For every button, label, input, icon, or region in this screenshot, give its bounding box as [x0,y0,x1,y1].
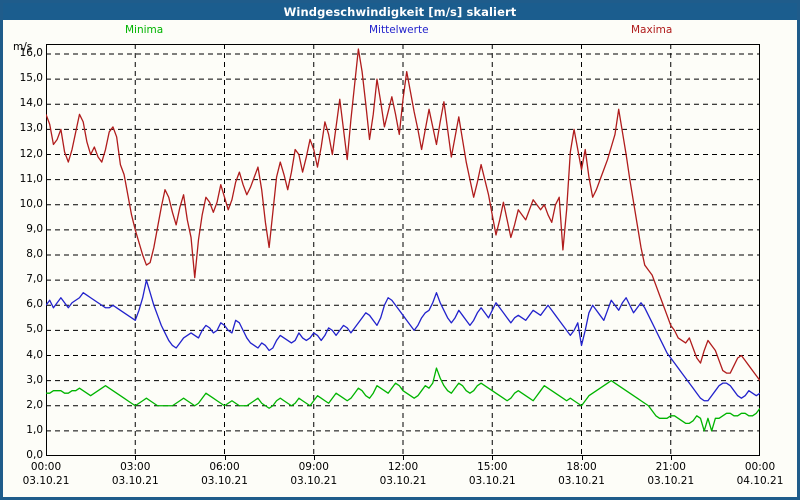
x-tick-date: 03.10.21 [22,475,70,487]
x-tick-date: 03.10.21 [647,475,695,487]
y-tick-label: 5,0 [26,323,43,336]
y-axis-tick-labels: 0,0 1,0 2,0 3,0 4,0 5,0 6,0 7,0 8,0 9,0 10,0 11,0 12… [3,44,43,461]
x-tick-time: 00:00 [744,461,776,473]
x-tick-time: 06:00 [209,461,240,473]
series-line-maxima [46,48,760,382]
series-line-mittelwerte [46,279,760,402]
x-tick-time: 15:00 [477,461,508,473]
x-axis-tick-mark [492,456,494,460]
x-axis-tick-mark [670,456,672,460]
x-axis-tick-mark [224,456,226,460]
y-tick-label: 0,0 [26,449,43,461]
x-tick-date: 03.10.21 [201,475,248,487]
y-tick-label: 9,0 [26,222,43,235]
y-tick-label: 11,0 [19,172,43,185]
series-line-minima [46,367,760,432]
x-tick-time: 12:00 [387,461,419,473]
x-tick-date: 04.10.21 [736,475,784,487]
x-tick-date: 03.10.21 [558,475,605,487]
x-tick-date: 03.10.21 [379,475,427,487]
y-tick-label: 3,0 [26,373,43,386]
legend-item-minima: Minima [125,24,164,36]
x-tick-time: 03:00 [120,461,151,473]
x-tick-date: 03.10.21 [468,475,516,487]
y-tick-label: 15,0 [19,72,43,85]
y-tick-label: 12,0 [19,147,43,160]
x-axis-tick-mark [581,456,583,460]
plot-area [46,44,760,456]
chart-legend: Minima Mittelwerte Maxima [3,22,797,40]
x-tick-time: 21:00 [655,461,686,473]
y-tick-label: 8,0 [26,248,43,261]
y-tick-label: 14,0 [19,97,43,110]
y-tick-label: 16,0 [19,47,43,60]
y-tick-label: 2,0 [26,398,43,411]
legend-item-maxima: Maxima [631,24,673,36]
y-axis-unit-label: m/s [13,41,33,53]
x-tick-date: 03.10.21 [290,475,338,487]
y-tick-label: 6,0 [26,298,43,311]
page-title: Windgeschwindigkeit [m/s] skaliert [283,4,517,19]
x-tick-time: 18:00 [566,461,597,473]
x-tick-time: 00:00 [30,461,62,473]
chart-canvas [46,44,760,456]
y-tick-label: 10,0 [19,197,43,210]
y-tick-label: 4,0 [26,348,43,361]
x-axis-tick-mark [313,456,315,460]
y-tick-label: 7,0 [26,273,43,286]
window-title-bar: Windgeschwindigkeit [m/s] skaliert [3,3,797,20]
x-axis-tick-labels: 00:00 03.10.21 03:00 03.10.21 06:00 03.10.21 0… [3,461,797,497]
x-axis-tick-mark [403,456,404,460]
x-axis-tick-mark [135,456,137,460]
y-tick-label: 13,0 [19,122,43,135]
x-tick-date: 03.10.21 [111,475,159,487]
x-tick-time: 09:00 [298,461,329,473]
y-tick-label: 1,0 [26,423,43,436]
legend-item-mittelwerte: Mittelwerte [369,24,429,36]
